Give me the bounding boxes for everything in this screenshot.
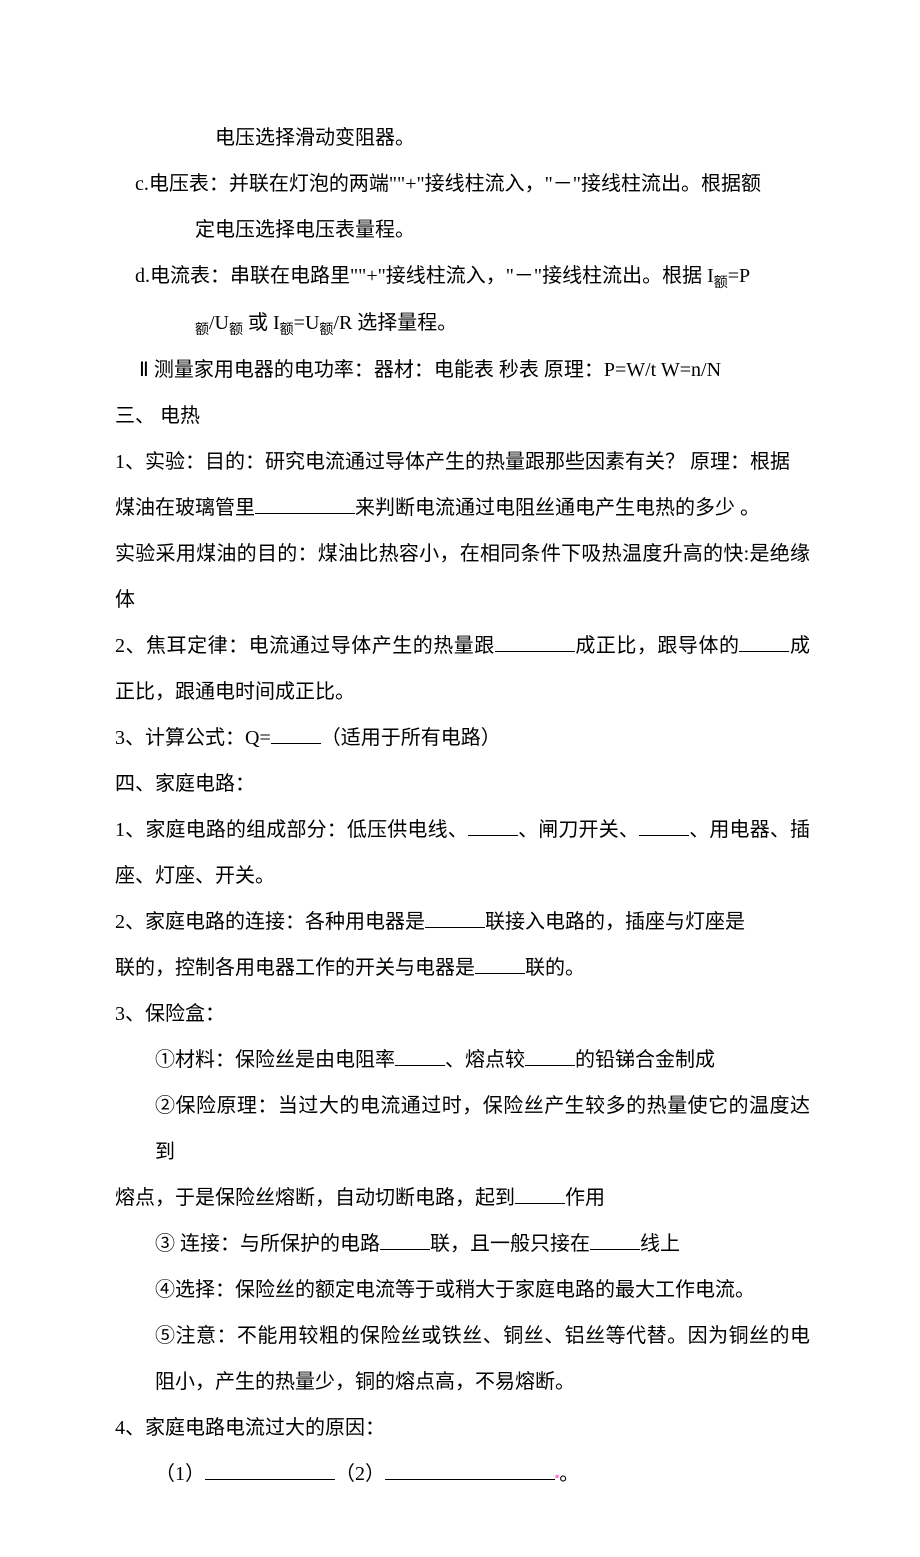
text-formula-1: 3、计算公式：Q= [115,727,271,749]
blank-joule-2 [739,632,789,652]
text-conn-4: 联的。 [525,957,585,979]
line-formula: 3、计算公式：Q= （适用于所有电路） [115,715,810,761]
blank-reason-1 [205,1460,335,1480]
line-experiment-2: 煤油在玻璃管里 来判断电流通过电阻丝通电产生电热的多少 。 [115,485,810,531]
line-fuse-principle-2: 熔点，于是保险丝熔断，自动切断电路，起到 作用 [115,1175,810,1221]
text-joule-2: 成正比，跟导体的 [575,635,740,657]
blank-formula [271,724,321,744]
line-d-ammeter: d.电流表：串联在电路里""+"接线柱流入，"－"接线柱流出。根据 I额=P [115,253,810,300]
line-fuse-material: ①材料：保险丝是由电阻率 、熔点较 的铅锑合金制成 [115,1037,810,1083]
blank-fconn-2 [590,1230,640,1250]
line-home-parts: 1、家庭电路的组成部分：低压供电线、、闸刀开关、、用电器、插座、灯座、开关。 [115,807,810,899]
line-d-continue: 额/U额 或 I额=U额/R 选择量程。 [115,300,810,347]
text-conn-2: 联接入电路的，插座与灯座是 [485,911,745,933]
text-joule-1: 2、焦耳定律：电流通过导体产生的热量跟 [115,635,495,657]
text-d-4: 或 I [243,312,280,334]
text-formula-2: （适用于所有电路） [321,727,501,749]
text-mat-2: 、熔点较 [445,1049,525,1071]
text-d-3: /U [209,312,229,334]
text-fconn-3: 线上 [640,1233,680,1255]
line-fuse-principle: ②保险原理：当过大的电流通过时，保险丝产生较多的热量使它的温度达到 [115,1083,810,1175]
blank-conn-1 [425,908,485,928]
text-d-5: =U [294,312,320,334]
text-fconn-2: 联，且一般只接在 [430,1233,590,1255]
line-fuse-connect: ③ 连接：与所保护的电路 联，且一般只接在 线上 [115,1221,810,1267]
text-conn-1: 2、家庭电路的连接：各种用电器是 [115,911,425,933]
line-home-connect-2: 联的，控制各用电器工作的开关与电器是 联的。 [115,945,810,991]
text-reason-3: 。 [559,1463,579,1485]
blank-fconn-1 [380,1230,430,1250]
line-voltage-select: 电压选择滑动变阻器。 [115,115,810,161]
text-exp-1: 1、实验：目的：研究电流通过导体产生的热量跟那些因素有关？ 原理：根据 [115,451,790,473]
line-joule: 2、焦耳定律：电流通过导体产生的热量跟成正比，跟导体的成正比，跟通电时间成正比。 [115,623,810,715]
text-mat-3: 的铅锑合金制成 [575,1049,715,1071]
blank-reason-2 [385,1460,555,1480]
blank-conn-2 [475,954,525,974]
text-prin-2: 熔点，于是保险丝熔断，自动切断电路，起到 [115,1187,515,1209]
sub-2: 额 [195,323,209,338]
blank-parts-1 [468,816,518,836]
blank-mat-2 [525,1046,575,1066]
blank-joule-1 [495,632,575,652]
text-parts-1: 1、家庭电路的组成部分：低压供电线、 [115,819,468,841]
blank-prin [515,1184,565,1204]
line-overload-reasons: （1）（2）▪。 [115,1451,810,1497]
line-fuse-select: ④选择：保险丝的额定电流等于或稍大于家庭电路的最大工作电流。 [115,1267,810,1313]
text-c-1: c.电压表：并联在灯泡的两端""+"接线柱流入，"－"接线柱流出。根据额 [135,173,761,195]
line-overload-heading: 4、家庭电路电流过大的原因： [115,1405,810,1451]
line-oil-purpose: 实验采用煤油的目的：煤油比热容小，在相同条件下吸热温度升高的快:是绝缘体 [115,531,810,623]
text-mat-1: ①材料：保险丝是由电阻率 [155,1049,395,1071]
line-c-voltmeter: c.电压表：并联在灯泡的两端""+"接线柱流入，"－"接线柱流出。根据额 [115,161,810,207]
text-exp-3: 来判断电流通过电阻丝通电产生电热的多少 。 [355,497,760,519]
sub-3: 额 [229,323,243,338]
sub-1: 额 [714,276,728,291]
blank-oil [255,494,355,514]
text-reason-2: （2） [335,1463,385,1485]
blank-parts-2 [639,816,689,836]
line-fuse-heading: 3、保险盒： [115,991,810,1037]
line-c-continue: 定电压选择电压表量程。 [115,207,810,253]
line-roman-2: Ⅱ 测量家用电器的电功率：器材：电能表 秒表 原理：P=W/t W=n/N [115,347,810,393]
blank-mat-1 [395,1046,445,1066]
text-fconn-1: ③ 连接：与所保护的电路 [155,1233,380,1255]
text-conn-3: 联的，控制各用电器工作的开关与电器是 [115,957,475,979]
section-4-heading: 四、家庭电路： [115,761,810,807]
text-parts-2: 、闸刀开关、 [518,819,639,841]
line-home-connect: 2、家庭电路的连接：各种用电器是 联接入电路的，插座与灯座是 [115,899,810,945]
text-reason-1: （1） [155,1463,205,1485]
text-exp-2: 煤油在玻璃管里 [115,497,255,519]
sub-5: 额 [319,323,333,338]
section-3-heading: 三、 电热 [115,393,810,439]
text-d-1: d.电流表：串联在电路里""+"接线柱流入，"－"接线柱流出。根据 I [135,265,714,287]
text-d-6: /R 选择量程。 [333,312,457,334]
text-prin-3: 作用 [565,1187,605,1209]
text-d-2: =P [728,265,750,287]
line-experiment: 1、实验：目的：研究电流通过导体产生的热量跟那些因素有关？ 原理：根据 [115,439,810,485]
sub-4: 额 [280,323,294,338]
line-fuse-note: ⑤注意：不能用较粗的保险丝或铁丝、铜丝、铝丝等代替。因为铜丝的电阻小，产生的热量… [115,1313,810,1405]
